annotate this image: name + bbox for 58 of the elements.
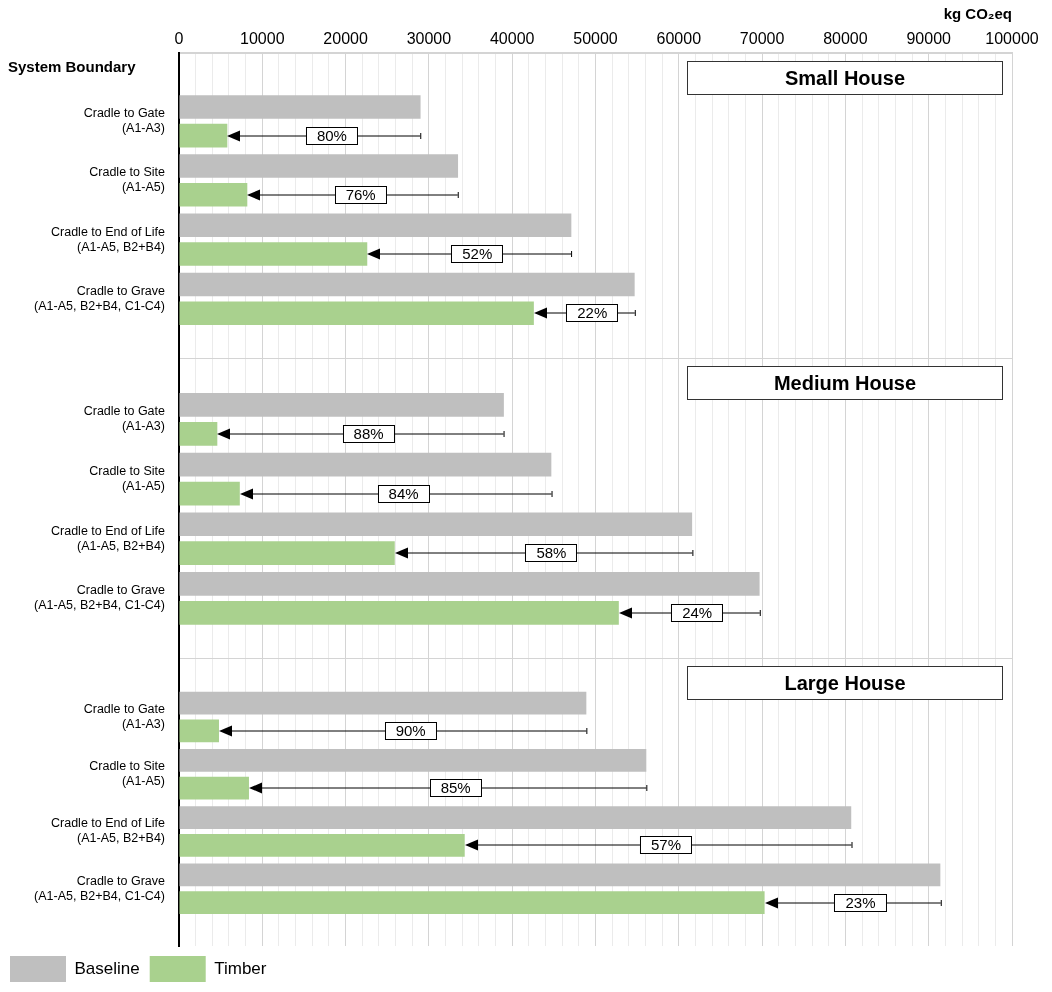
legend-label: Baseline bbox=[74, 958, 140, 978]
text: Large House bbox=[784, 671, 906, 695]
bar bbox=[179, 748, 647, 772]
bar bbox=[179, 691, 587, 715]
y-tick-label: Cradle to Site (A1-A5) bbox=[89, 759, 166, 789]
y-tick-label: Cradle to Gate (A1-A3) bbox=[83, 404, 166, 434]
x-axis-title: kg CO₂eq bbox=[943, 5, 1012, 23]
annotation: 52% bbox=[451, 244, 504, 263]
text: Medium House bbox=[773, 371, 917, 395]
annotation: 58% bbox=[525, 544, 578, 563]
annotation: 23% bbox=[834, 893, 887, 912]
x-tick-label: 0 bbox=[174, 30, 184, 48]
x-tick-label: 80000 bbox=[823, 30, 868, 48]
annotation: 85% bbox=[429, 779, 482, 798]
bar bbox=[179, 213, 572, 238]
bar bbox=[179, 806, 852, 829]
annotation: 88% bbox=[342, 424, 395, 443]
x-tick-label: 100000 bbox=[985, 30, 1039, 48]
x-tick-label: 30000 bbox=[406, 30, 452, 48]
annotation: 57% bbox=[639, 836, 692, 855]
y-tick-label: Cradle to Grave (A1-A5, B2+B4, C1-C4) bbox=[34, 873, 166, 903]
x-tick-label: 50000 bbox=[573, 30, 618, 48]
y-tick-label: Cradle to Site (A1-A5) bbox=[89, 165, 166, 195]
bar bbox=[179, 600, 619, 625]
bar bbox=[179, 512, 693, 537]
y-axis-title: System Boundary bbox=[8, 58, 137, 76]
y-tick-label: Cradle to Gate (A1-A3) bbox=[83, 701, 166, 731]
annotation: 24% bbox=[671, 603, 724, 622]
bar bbox=[179, 393, 504, 417]
bar bbox=[179, 452, 552, 477]
x-tick-label: 40000 bbox=[489, 30, 535, 48]
annotation: 76% bbox=[334, 185, 387, 204]
legend-label: Timber bbox=[214, 958, 267, 978]
annotation: 90% bbox=[384, 721, 437, 740]
y-tick-label: Cradle to Grave (A1-A5, B2+B4, C1-C4) bbox=[34, 583, 166, 613]
bar bbox=[179, 272, 635, 297]
y-tick-label: Cradle to End of Life (A1-A5, B2+B4) bbox=[51, 816, 166, 846]
bar bbox=[179, 154, 459, 178]
bar bbox=[179, 572, 760, 596]
x-tick-label: 10000 bbox=[240, 30, 285, 48]
bar bbox=[179, 123, 228, 148]
y-tick-label: Cradle to Gate (A1-A3) bbox=[83, 106, 166, 136]
bar bbox=[179, 481, 240, 506]
x-tick-label: 20000 bbox=[323, 30, 368, 48]
annotation: 80% bbox=[305, 126, 358, 145]
x-tick-label: 90000 bbox=[906, 30, 952, 48]
y-tick-label: Cradle to End of Life (A1-A5, B2+B4) bbox=[51, 224, 166, 254]
x-tick-label: 60000 bbox=[656, 30, 702, 48]
bar bbox=[179, 95, 421, 119]
y-tick-label: Cradle to End of Life (A1-A5, B2+B4) bbox=[51, 523, 166, 553]
bar bbox=[179, 541, 395, 566]
y-tick-label: Cradle to Site (A1-A5) bbox=[89, 464, 166, 494]
bar bbox=[179, 863, 941, 887]
annotation: 22% bbox=[566, 304, 619, 323]
x-tick-label: 70000 bbox=[739, 30, 785, 48]
y-tick-label: Cradle to Grave (A1-A5, B2+B4, C1-C4) bbox=[34, 283, 166, 313]
annotation: 84% bbox=[377, 484, 430, 503]
text: Small House bbox=[784, 66, 906, 91]
